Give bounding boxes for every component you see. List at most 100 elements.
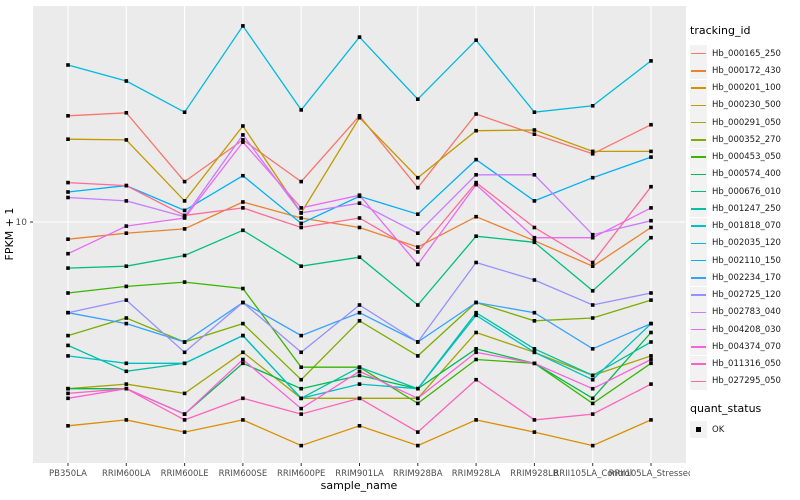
- legend-key-line: [691, 104, 706, 107]
- data-point-Hb_000201_100: [124, 418, 129, 422]
- data-point-Hb_000352_270: [357, 319, 362, 323]
- data-point-Hb_000291_050: [241, 350, 245, 355]
- legend-item-label: Hb_000676_010: [712, 186, 781, 197]
- data-point-Hb_002234_170: [590, 347, 595, 351]
- legend-key-swatch: [690, 338, 707, 356]
- x-tick-label-RRIM901LA: RRIM901LA: [335, 469, 384, 479]
- data-point-Hb_000453_050: [66, 291, 70, 295]
- legend-key-swatch: [690, 79, 707, 97]
- legend-key-line: [691, 311, 706, 314]
- data-point-Hb_002783_040: [66, 195, 70, 200]
- data-point-Hb_000165_250: [241, 138, 245, 142]
- legend-key-line: [691, 277, 706, 279]
- legend-item-Hb_001818_070: Hb_001818_070: [690, 217, 800, 235]
- data-point-Hb_001818_070: [241, 333, 245, 338]
- legend-key-line: [691, 87, 706, 89]
- data-point-Hb_002725_120: [532, 278, 537, 282]
- data-point-Hb_002725_120: [241, 300, 245, 305]
- legend-item-Hb_001247_250: Hb_001247_250: [690, 200, 800, 218]
- x-tick-label-RRIM600SE: RRIM600SE: [219, 469, 268, 479]
- data-point-Hb_002234_170: [182, 340, 187, 344]
- legend-item-label: Hb_000165_250: [712, 48, 781, 59]
- data-point-Hb_002783_040: [532, 173, 537, 177]
- legend-title-tracking-id: tracking_id: [690, 24, 751, 37]
- data-point-Hb_001247_250: [474, 310, 478, 315]
- data-point-Hb_002725_120: [182, 350, 187, 355]
- data-point-Hb_027295_050: [590, 260, 595, 265]
- data-point-Hb_000352_270: [124, 316, 129, 320]
- data-point-Hb_004374_070: [299, 406, 303, 411]
- legend-item-Hb_002783_040: Hb_002783_040: [690, 303, 800, 321]
- data-point-Hb_000201_100: [357, 424, 362, 428]
- data-point-Hb_000352_270: [299, 377, 303, 382]
- data-point-Hb_000453_050: [474, 357, 478, 362]
- data-point-Hb_000352_270: [66, 333, 70, 338]
- legend-key-swatch: [690, 355, 707, 373]
- data-point-Hb_002035_120: [590, 104, 595, 108]
- data-point-Hb_002725_120: [299, 350, 303, 355]
- data-point-Hb_000230_500: [474, 128, 478, 133]
- legend-item-label: Hb_002725_120: [712, 290, 781, 301]
- quant-legend-item-OK: OK: [690, 421, 800, 439]
- data-point-Hb_000230_500: [241, 124, 245, 128]
- data-point-Hb_001247_250: [649, 340, 653, 344]
- data-point-Hb_001818_070: [66, 354, 70, 358]
- data-point-Hb_000230_500: [182, 199, 187, 203]
- legend-item-label: Hb_000201_100: [712, 83, 781, 94]
- legend-item-Hb_000291_050: Hb_000291_050: [690, 114, 800, 132]
- legend-key-line: [691, 363, 706, 365]
- data-point-Hb_000201_100: [299, 443, 303, 448]
- data-point-Hb_000676_010: [241, 228, 245, 233]
- data-point-Hb_000201_100: [649, 418, 653, 422]
- data-point-Hb_002234_170: [532, 310, 537, 315]
- data-point-Hb_004208_030: [241, 140, 245, 144]
- data-point-Hb_000165_250: [182, 179, 187, 184]
- legend-key-swatch: [690, 114, 707, 132]
- data-point-Hb_004208_030: [299, 206, 303, 210]
- legend-key-line: [691, 346, 706, 348]
- x-tick-label-RRII105LA_Control: RRII105LA_Control: [553, 469, 632, 479]
- quant-legend-label: OK: [712, 424, 725, 435]
- legend-key-swatch: [690, 372, 707, 390]
- x-axis-title: sample_name: [321, 479, 398, 492]
- data-point-Hb_002783_040: [649, 218, 653, 223]
- data-point-Hb_000165_250: [416, 185, 420, 190]
- data-point-Hb_002110_150: [474, 157, 478, 162]
- data-point-Hb_000676_010: [182, 253, 187, 258]
- data-point-Hb_002110_150: [66, 190, 70, 194]
- data-point-Hb_000676_010: [299, 264, 303, 268]
- data-point-Hb_002725_120: [416, 340, 420, 344]
- data-point-Hb_027295_050: [474, 180, 478, 185]
- legend-item-label: Hb_002110_150: [712, 255, 781, 266]
- data-point-Hb_002234_170: [299, 333, 303, 338]
- data-point-Hb_000201_100: [532, 430, 537, 434]
- black-square-point-icon: [696, 427, 701, 432]
- legend-key-line: [691, 70, 706, 72]
- data-point-Hb_000201_100: [182, 430, 187, 434]
- legend-key-swatch: [690, 183, 707, 201]
- data-point-Hb_000172_430: [124, 231, 129, 235]
- legend-key-swatch: [690, 303, 707, 321]
- data-point-Hb_000172_430: [474, 214, 478, 219]
- data-point-Hb_000676_010: [532, 240, 537, 245]
- legend-key-swatch: [690, 234, 707, 252]
- legend-key-swatch: [690, 269, 707, 287]
- data-point-Hb_000676_010: [124, 264, 129, 268]
- legend-key-line: [691, 225, 706, 227]
- legend-key-line: [691, 190, 706, 193]
- legend-key-line: [691, 121, 706, 124]
- legend-item-Hb_000574_400: Hb_000574_400: [690, 165, 800, 183]
- x-tick-label-RRIM928LB: RRIM928LB: [510, 469, 559, 479]
- legend-key-line: [691, 208, 706, 210]
- data-point-Hb_011316_050: [416, 430, 420, 434]
- data-point-Hb_002234_170: [649, 321, 653, 326]
- data-point-Hb_002725_120: [357, 303, 362, 307]
- data-point-Hb_002035_120: [416, 97, 420, 101]
- data-point-Hb_000165_250: [649, 122, 653, 127]
- legend-item-Hb_000453_050: Hb_000453_050: [690, 148, 800, 166]
- data-point-Hb_000676_010: [66, 266, 70, 270]
- legend-key-swatch: [690, 45, 707, 63]
- data-point-Hb_011316_050: [299, 412, 303, 416]
